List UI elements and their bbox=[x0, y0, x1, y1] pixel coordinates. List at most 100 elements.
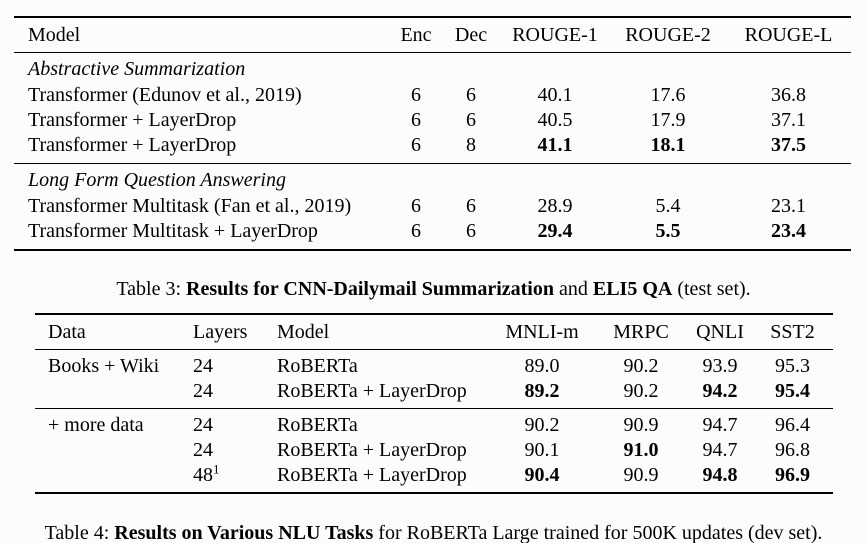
table-row: Transformer Multitask + LayerDrop 6 6 29… bbox=[14, 219, 851, 250]
rouge2-cell: 18.1 bbox=[650, 134, 686, 156]
model-cell: Transformer + LayerDrop bbox=[28, 109, 237, 131]
model-cell: RoBERTa + LayerDrop bbox=[277, 380, 467, 402]
caption-prefix: Table 4: bbox=[44, 522, 115, 543]
table-row: 24 RoBERTa + LayerDrop 90.1 91.0 94.7 96… bbox=[35, 438, 833, 463]
model-cell: Transformer + LayerDrop bbox=[28, 134, 237, 156]
footnote-marker: 1 bbox=[213, 461, 220, 477]
rougeL-cell: 37.1 bbox=[771, 109, 806, 131]
model-cell: RoBERTa bbox=[277, 414, 358, 436]
table-row: + more data 24 RoBERTa 90.2 90.9 94.7 96… bbox=[35, 409, 833, 439]
header-row: Model Enc Dec ROUGE-1 ROUGE-2 ROUGE-L bbox=[14, 17, 851, 53]
col-header-layers: Layers bbox=[193, 314, 277, 350]
enc-cell: 6 bbox=[411, 109, 421, 131]
table-3: Model Enc Dec ROUGE-1 ROUGE-2 ROUGE-L Ab… bbox=[14, 16, 851, 251]
mrpc-cell: 90.2 bbox=[623, 355, 659, 377]
enc-cell: 6 bbox=[411, 195, 421, 217]
layers-cell: 481 bbox=[193, 461, 277, 493]
section-more-data: + more data 24 RoBERTa 90.2 90.9 94.7 96… bbox=[35, 408, 833, 494]
enc-cell: 6 bbox=[411, 84, 421, 106]
mrpc-cell: 90.2 bbox=[623, 380, 659, 402]
data-cell: + more data bbox=[48, 414, 144, 436]
table-4-header: Data Layers Model MNLI-m MRPC QNLI SST2 bbox=[35, 314, 833, 350]
mnli-cell: 90.4 bbox=[524, 464, 560, 486]
table-3-caption: Table 3: Results for CNN-Dailymail Summa… bbox=[0, 277, 867, 302]
caption-bold-text: Results for CNN-Dailymail Summarization bbox=[186, 278, 554, 300]
rouge1-cell: 40.5 bbox=[537, 109, 573, 131]
mrpc-cell: 91.0 bbox=[623, 439, 659, 461]
rouge2-cell: 5.4 bbox=[655, 195, 681, 217]
section-abstractive-summarization: Abstractive Summarization Transformer (E… bbox=[14, 53, 851, 164]
table-row: Transformer + LayerDrop 6 6 40.5 17.9 37… bbox=[14, 108, 851, 133]
sst2-cell: 95.4 bbox=[775, 380, 810, 402]
model-cell: Transformer Multitask + LayerDrop bbox=[28, 220, 318, 242]
qnli-cell: 94.7 bbox=[702, 414, 738, 436]
caption-bold-text: ELI5 QA bbox=[592, 278, 673, 300]
model-cell: RoBERTa + LayerDrop bbox=[277, 464, 467, 486]
table-row: Transformer Multitask (Fan et al., 2019)… bbox=[14, 194, 851, 219]
mrpc-cell: 90.9 bbox=[623, 414, 659, 436]
rouge2-cell: 5.5 bbox=[655, 220, 681, 242]
mnli-cell: 89.2 bbox=[524, 380, 560, 402]
enc-cell: 6 bbox=[411, 220, 421, 242]
sst2-cell: 96.4 bbox=[775, 414, 810, 436]
layers-value: 48 bbox=[193, 464, 213, 486]
table-row: Transformer + LayerDrop 6 8 41.1 18.1 37… bbox=[14, 133, 851, 164]
layers-cell: 24 bbox=[193, 380, 213, 402]
col-header-dec: Dec bbox=[442, 17, 500, 53]
dec-cell: 8 bbox=[466, 134, 476, 156]
rouge2-cell: 17.6 bbox=[650, 84, 686, 106]
header-row: Data Layers Model MNLI-m MRPC QNLI SST2 bbox=[35, 314, 833, 350]
enc-cell: 6 bbox=[411, 134, 421, 156]
mnli-cell: 90.1 bbox=[524, 439, 560, 461]
table-row: 24 RoBERTa + LayerDrop 89.2 90.2 94.2 95… bbox=[35, 379, 833, 409]
qnli-cell: 94.8 bbox=[702, 464, 738, 486]
sst2-cell: 95.3 bbox=[775, 355, 810, 377]
data-cell bbox=[35, 379, 193, 409]
col-header-rouge2: ROUGE-2 bbox=[610, 17, 726, 53]
caption-text: and bbox=[553, 278, 593, 300]
qnli-cell: 93.9 bbox=[702, 355, 738, 377]
section-label: Abstractive Summarization bbox=[28, 58, 246, 80]
data-cell bbox=[35, 438, 193, 463]
dec-cell: 6 bbox=[466, 84, 476, 106]
col-header-model: Model bbox=[277, 314, 490, 350]
caption-prefix: Table 3: bbox=[116, 278, 187, 300]
section-label-row: Abstractive Summarization bbox=[14, 53, 851, 84]
table-row: 481 RoBERTa + LayerDrop 90.4 90.9 94.8 9… bbox=[35, 461, 833, 493]
dec-cell: 6 bbox=[466, 220, 476, 242]
col-header-data: Data bbox=[35, 314, 193, 350]
rougeL-cell: 37.5 bbox=[771, 134, 806, 156]
mnli-cell: 89.0 bbox=[524, 355, 560, 377]
dec-cell: 6 bbox=[466, 109, 476, 131]
rougeL-cell: 23.4 bbox=[771, 220, 806, 242]
section-books-wiki: Books + Wiki 24 RoBERTa 89.0 90.2 93.9 9… bbox=[35, 350, 833, 409]
model-cell: RoBERTa bbox=[277, 355, 358, 377]
col-header-model: Model bbox=[14, 17, 390, 53]
rougeL-cell: 23.1 bbox=[771, 195, 806, 217]
table-row: Books + Wiki 24 RoBERTa 89.0 90.2 93.9 9… bbox=[35, 350, 833, 380]
col-header-enc: Enc bbox=[390, 17, 442, 53]
table-3-header: Model Enc Dec ROUGE-1 ROUGE-2 ROUGE-L bbox=[14, 17, 851, 53]
caption-suffix: for RoBERTa Large trained for 500K updat… bbox=[373, 522, 823, 543]
col-header-sst2: SST2 bbox=[752, 314, 833, 350]
model-cell: Transformer Multitask (Fan et al., 2019) bbox=[28, 195, 352, 217]
table-4-caption: Table 4: Results on Various NLU Tasks fo… bbox=[0, 521, 867, 543]
mrpc-cell: 90.9 bbox=[623, 464, 659, 486]
rouge1-cell: 29.4 bbox=[537, 220, 573, 242]
rouge1-cell: 28.9 bbox=[537, 195, 573, 217]
rouge1-cell: 40.1 bbox=[537, 84, 573, 106]
rouge1-cell: 41.1 bbox=[537, 134, 573, 156]
section-label: Long Form Question Answering bbox=[28, 169, 286, 191]
sst2-cell: 96.8 bbox=[775, 439, 810, 461]
model-cell: Transformer (Edunov et al., 2019) bbox=[28, 84, 302, 106]
mnli-cell: 90.2 bbox=[524, 414, 560, 436]
section-long-form-qa: Long Form Question Answering Transformer… bbox=[14, 163, 851, 251]
qnli-cell: 94.7 bbox=[702, 439, 738, 461]
sst2-cell: 96.9 bbox=[775, 464, 810, 486]
layers-cell: 24 bbox=[193, 414, 213, 436]
col-header-rouge1: ROUGE-1 bbox=[500, 17, 610, 53]
model-cell: RoBERTa + LayerDrop bbox=[277, 439, 467, 461]
caption-bold-text: Results on Various NLU Tasks bbox=[114, 522, 374, 543]
layers-cell: 24 bbox=[193, 355, 213, 377]
